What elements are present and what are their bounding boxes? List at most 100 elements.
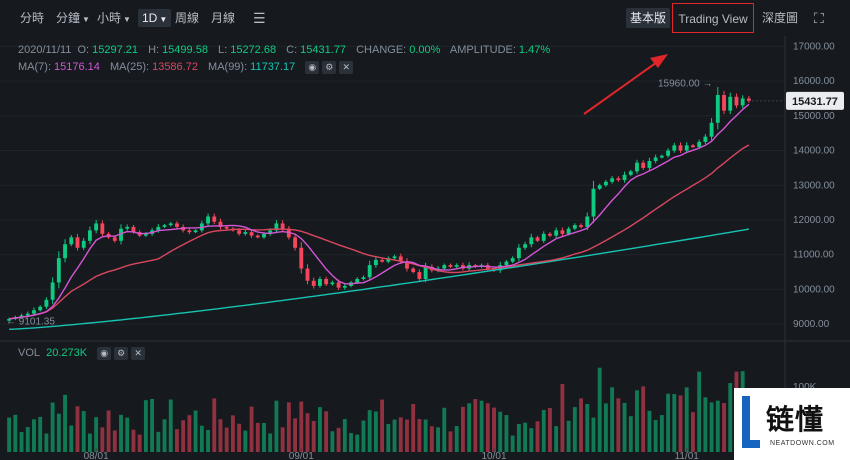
volume-bar [311, 420, 316, 452]
candle-body [187, 230, 192, 233]
candle-body [274, 223, 279, 231]
candle-body [647, 160, 652, 168]
volume-bar [69, 425, 74, 452]
volume-bar [616, 398, 621, 452]
candle-body [162, 225, 167, 227]
volume-bar [585, 403, 590, 452]
basic-view-button[interactable]: 基本版 [626, 8, 671, 28]
candle-body [541, 233, 546, 241]
volume-bar [224, 427, 229, 452]
interval-tick[interactable]: 分時 [20, 11, 45, 25]
volume-bar [206, 429, 210, 452]
ma7-label: MA(7): [18, 61, 51, 74]
interval-minute-label: 分鐘 [56, 11, 81, 25]
volume-bar [230, 415, 235, 452]
candle-body [255, 235, 260, 238]
candle-body [579, 225, 583, 227]
volume-bar [106, 410, 111, 452]
candle-body [175, 223, 179, 227]
candle-body [554, 230, 559, 236]
candle-body [678, 145, 683, 151]
candle-body [666, 150, 671, 156]
volume-bar [659, 415, 664, 452]
volume-bar [647, 410, 652, 452]
candle-body [448, 265, 453, 267]
eye-icon[interactable]: ◉ [305, 61, 320, 74]
volume-bar [361, 420, 366, 452]
volume-bar [678, 395, 683, 452]
candle-body [38, 306, 43, 311]
trading-view-button[interactable]: Trading View [672, 3, 754, 33]
price-axis-tick: 15000.00 [793, 111, 835, 122]
high-price-marker: 15960.00 → [658, 79, 713, 90]
volume-bar [485, 403, 490, 452]
amplitude-label: AMPLITUDE: [449, 44, 516, 56]
volume-bar [262, 422, 266, 452]
last-price-value: 15431.77 [792, 96, 838, 108]
volume-bar [709, 402, 714, 452]
volume-bar [597, 367, 602, 452]
volume-bar [405, 419, 409, 452]
volume-bar [373, 411, 378, 452]
candle-body [516, 247, 521, 259]
volume-bar [411, 404, 416, 452]
low-value: 15272.68 [230, 44, 277, 56]
candle-body [628, 171, 633, 175]
caret-down-icon: ▼ [123, 15, 131, 24]
candle-body [44, 299, 49, 307]
candle-body [523, 244, 528, 248]
eye-icon[interactable]: ◉ [97, 347, 112, 360]
ma-legend: MA(7): 15176.14 MA(25): 13586.72 MA(99): 11… [18, 61, 356, 74]
volume-bar [722, 403, 726, 452]
interval-week[interactable]: 周線 [175, 11, 200, 25]
volume-bar [454, 426, 459, 452]
volume-bar [423, 419, 428, 452]
interval-hour[interactable]: 小時 ▼ [97, 9, 131, 27]
interval-1d[interactable]: 1D ▼ [138, 9, 172, 27]
volume-bar [442, 407, 447, 452]
volume-bar [38, 416, 43, 452]
depth-chart-button[interactable]: 深度圖 [762, 11, 799, 25]
volume-bar [255, 422, 260, 452]
change-value: 0.00% [409, 44, 441, 56]
volume-bar [193, 410, 198, 452]
settings-icon[interactable]: ⚙ [114, 347, 129, 360]
volume-bar [187, 415, 192, 452]
volume-bar [715, 400, 720, 452]
candle-body [548, 233, 552, 236]
volume-bar [386, 423, 391, 452]
volume-bar [398, 417, 403, 452]
volume-bar [87, 433, 92, 452]
price-axis-tick: 10000.00 [793, 284, 835, 295]
candle-body [411, 268, 416, 273]
volume-bar [125, 417, 130, 452]
volume-bar [13, 414, 18, 452]
interval-month[interactable]: 月線 [211, 11, 236, 25]
interval-minute[interactable]: 分鐘 ▼ [56, 9, 90, 27]
close-icon[interactable]: ✕ [339, 61, 354, 74]
candle-body [492, 268, 496, 271]
candle-body [212, 216, 217, 222]
volume-bar [168, 399, 173, 452]
candle-body [100, 223, 105, 234]
close-icon[interactable]: ✕ [131, 347, 146, 360]
candle-body [293, 237, 298, 248]
volume-bar [417, 419, 422, 452]
volume-bar [81, 411, 86, 452]
sliders-icon[interactable]: ☰ [253, 10, 266, 26]
candle-body [206, 216, 210, 224]
candle-body [417, 272, 422, 279]
volume-bar [380, 399, 385, 452]
volume-bar [112, 430, 117, 452]
settings-icon[interactable]: ⚙ [322, 61, 337, 74]
volume-value: 20.273K [46, 347, 88, 360]
volume-axis-tick: 100K [793, 382, 817, 393]
last-price-tag [786, 91, 844, 110]
volume-bar [529, 428, 534, 452]
candle-body [81, 240, 86, 248]
fullscreen-icon[interactable]: ⛶ [814, 10, 824, 26]
candle-body [311, 280, 316, 286]
volume-bar [560, 384, 565, 452]
candle-body [691, 145, 695, 148]
